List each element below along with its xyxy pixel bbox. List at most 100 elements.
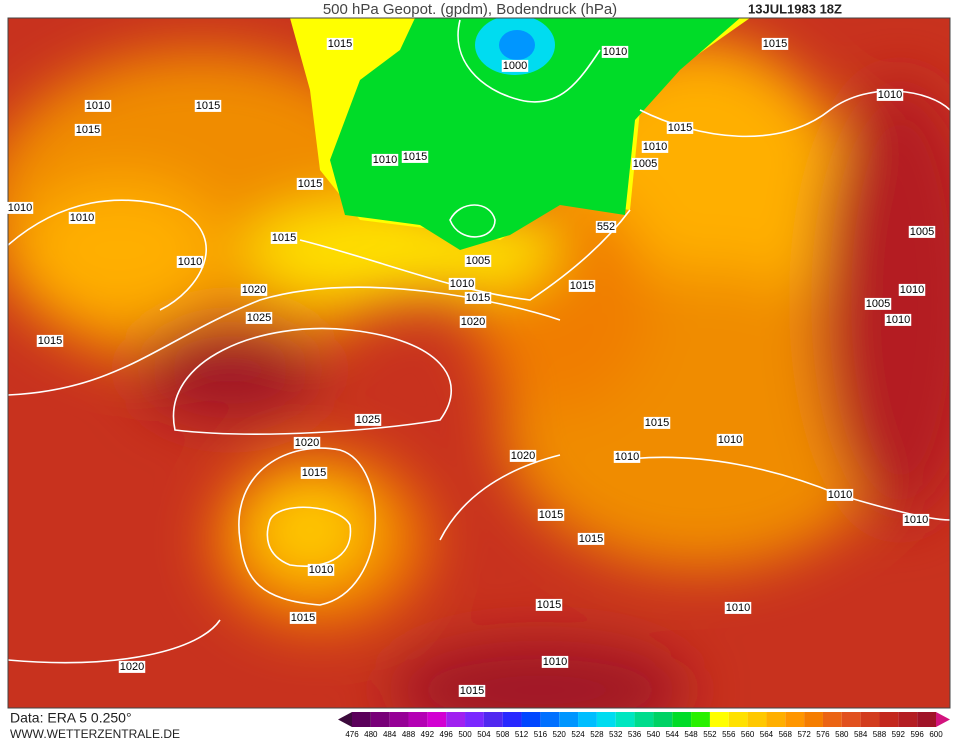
color-swatch bbox=[352, 712, 371, 727]
label-box bbox=[541, 655, 569, 668]
label-box bbox=[595, 220, 617, 233]
label-box bbox=[458, 684, 486, 697]
color-swatch bbox=[502, 712, 522, 727]
label-box bbox=[716, 433, 744, 446]
isobar-label: 1010 bbox=[615, 451, 639, 463]
color-bar-label: 496 bbox=[440, 730, 454, 739]
color-swatch bbox=[408, 712, 428, 727]
isobar-label: 1010 bbox=[603, 46, 627, 58]
color-swatch bbox=[822, 712, 842, 727]
isobar-label: 1025 bbox=[247, 312, 271, 324]
color-swatch bbox=[465, 712, 484, 727]
color-bar-label: 588 bbox=[873, 730, 887, 739]
color-swatch bbox=[615, 712, 635, 727]
isobar-labels: 1015 1010 1015 1015 1000 1010 1015 1010 … bbox=[6, 37, 936, 697]
color-bar-label: 488 bbox=[402, 730, 416, 739]
color-bar: 476 480 484 488 492 496 500 504 508 512 516 520 524 5… bbox=[338, 712, 950, 739]
label-box bbox=[509, 449, 537, 462]
color-bar-label: 556 bbox=[722, 730, 736, 739]
color-swatch bbox=[521, 712, 541, 727]
label-box bbox=[908, 225, 936, 238]
color-bar-label: 524 bbox=[571, 730, 585, 739]
isobar-label: 1025 bbox=[356, 414, 380, 426]
color-swatch bbox=[804, 712, 823, 727]
isobar-label: 1015 bbox=[460, 685, 484, 697]
isobar-label: 1020 bbox=[461, 316, 485, 328]
isobar-label: 1010 bbox=[878, 89, 902, 101]
isobar-label: 1010 bbox=[904, 514, 928, 526]
color-bar-label: 540 bbox=[647, 730, 661, 739]
label-box bbox=[535, 598, 563, 611]
color-swatch bbox=[540, 712, 560, 727]
isobar-label: 1010 bbox=[886, 314, 910, 326]
color-swatch bbox=[446, 712, 466, 727]
label-box bbox=[194, 99, 222, 112]
color-swatch bbox=[578, 712, 597, 727]
isobar-label: 1015 bbox=[763, 38, 787, 50]
label-box bbox=[300, 466, 328, 479]
label-box bbox=[118, 660, 146, 673]
isobar-label: 1010 bbox=[900, 284, 924, 296]
color-arrow bbox=[338, 712, 352, 727]
color-bar-label: 500 bbox=[458, 730, 472, 739]
color-bar-label: 544 bbox=[666, 730, 680, 739]
color-bar-label: 548 bbox=[684, 730, 698, 739]
isobar-label: 1010 bbox=[718, 434, 742, 446]
color-bar-label: 516 bbox=[534, 730, 548, 739]
isobar-label: 1010 bbox=[86, 100, 110, 112]
isobar-label: 1010 bbox=[828, 489, 852, 501]
isobar-label: 1015 bbox=[537, 599, 561, 611]
isobar-label: 1010 bbox=[373, 154, 397, 166]
label-box bbox=[898, 283, 926, 296]
isobar-label: 1010 bbox=[70, 212, 94, 224]
label-box bbox=[293, 436, 321, 449]
color-bar-label: 564 bbox=[760, 730, 774, 739]
color-bar-label: 536 bbox=[628, 730, 642, 739]
isobar-label: 552 bbox=[597, 221, 615, 233]
color-swatch bbox=[879, 712, 899, 727]
isobar-label: 1015 bbox=[645, 417, 669, 429]
color-swatch bbox=[653, 712, 673, 727]
isobar-label: 1020 bbox=[242, 284, 266, 296]
color-bar-label: 484 bbox=[383, 730, 397, 739]
isobar-label: 1015 bbox=[579, 533, 603, 545]
label-box bbox=[307, 563, 335, 576]
color-bar-label: 508 bbox=[496, 730, 510, 739]
color-swatch bbox=[860, 712, 880, 727]
date: 13JUL1983 18Z bbox=[748, 1, 842, 16]
label-box bbox=[36, 334, 64, 347]
label-box bbox=[354, 413, 382, 426]
label-box bbox=[666, 121, 694, 134]
label-box bbox=[864, 297, 892, 310]
label-box bbox=[601, 45, 629, 58]
label-box bbox=[6, 201, 34, 214]
color-swatch bbox=[596, 712, 616, 727]
label-box bbox=[641, 140, 669, 153]
isobar-label: 1015 bbox=[302, 467, 326, 479]
isobar-label: 1015 bbox=[328, 38, 352, 50]
isobar-label: 1000 bbox=[503, 60, 527, 72]
color-bar-label: 552 bbox=[703, 730, 717, 739]
label-box bbox=[577, 532, 605, 545]
color-bar-label: 512 bbox=[515, 730, 529, 739]
color-swatch bbox=[483, 712, 503, 727]
isobar-label: 1015 bbox=[570, 280, 594, 292]
color-bar-label: 572 bbox=[797, 730, 811, 739]
label-box bbox=[289, 611, 317, 624]
title: 500 hPa Geopot. (gpdm), Bodendruck (hPa) bbox=[323, 1, 617, 18]
map-field bbox=[8, 18, 950, 708]
color-swatch bbox=[370, 712, 390, 727]
label-box bbox=[568, 279, 596, 292]
color-bar-label: 560 bbox=[741, 730, 755, 739]
label-box bbox=[631, 157, 659, 170]
label-box bbox=[902, 513, 930, 526]
label-box bbox=[613, 450, 641, 463]
isobars bbox=[8, 19, 950, 664]
color-swatch bbox=[427, 712, 447, 727]
label-box bbox=[724, 601, 752, 614]
isobar-label: 1010 bbox=[450, 278, 474, 290]
label-box bbox=[245, 311, 273, 324]
color-bar-label: 476 bbox=[345, 730, 359, 739]
label-box bbox=[826, 488, 854, 501]
